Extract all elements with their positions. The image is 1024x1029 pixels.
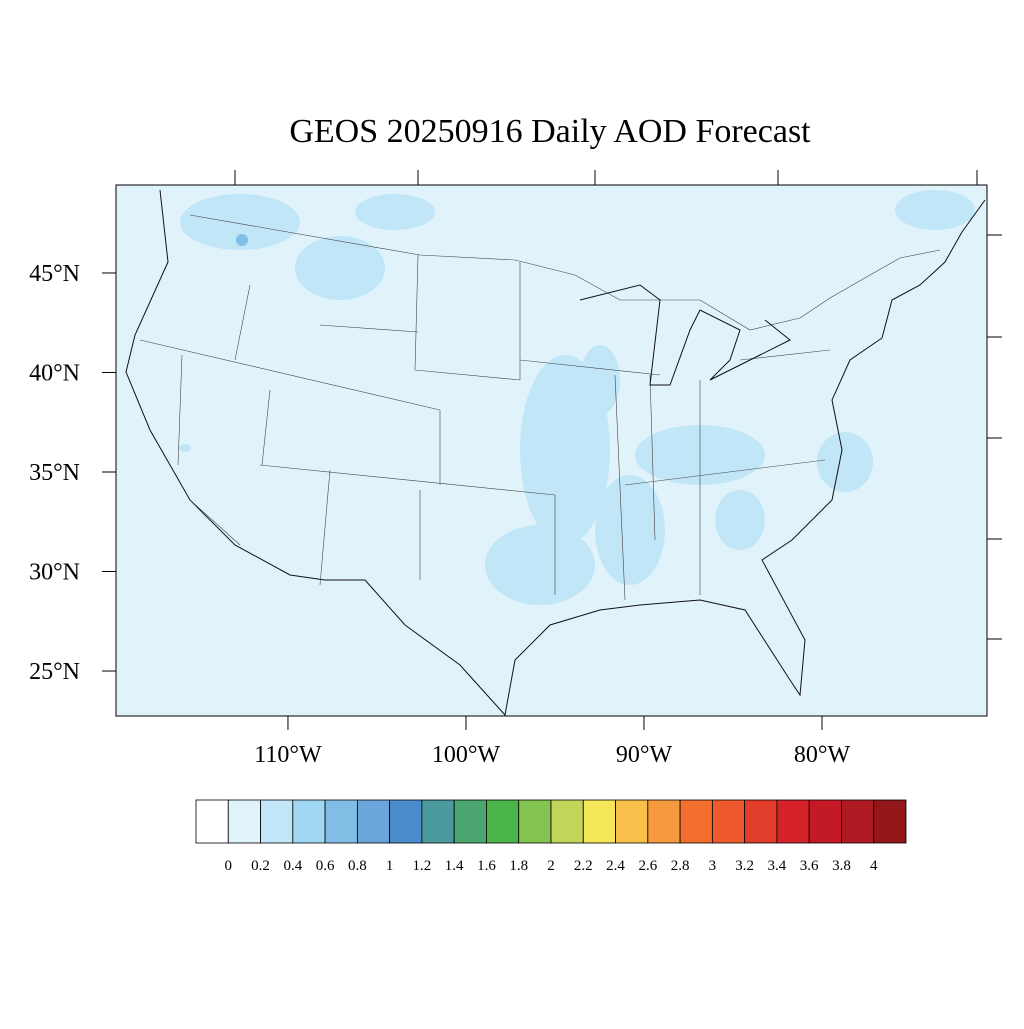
frame-ticks (234, 170, 1002, 640)
colorbar-label: 2.6 (638, 858, 657, 874)
colorbar-label: 2.4 (606, 858, 625, 874)
lat-tick-label: 40°N (29, 360, 80, 386)
colorbar-label: 3.6 (800, 858, 819, 874)
colorbar-box (195, 799, 229, 844)
colorbar-label: 0 (225, 858, 233, 874)
colorbar-label: 0.2 (251, 858, 270, 874)
colorbar-label: 3 (709, 858, 717, 874)
colorbar-label: 1.4 (445, 858, 464, 874)
border-canada (189, 214, 941, 331)
title: GEOS 20250916 Daily AOD Forecast (289, 113, 811, 150)
lat-tick-label: 45°N (29, 261, 80, 287)
lon-tick-label: 110°W (254, 742, 322, 768)
colorbar-box (841, 799, 875, 844)
colorbar-label: 0.8 (348, 858, 367, 874)
colorbar-box (292, 799, 326, 844)
colorbar-box (453, 799, 487, 844)
colorbar-box (227, 799, 261, 844)
colorbar-box (615, 799, 649, 844)
colorbar-label: 1.6 (477, 858, 496, 874)
colorbar-label: 1.2 (413, 858, 432, 874)
colorbar-label: 3.2 (735, 858, 754, 874)
colorbar-box (421, 799, 455, 844)
colorbar-box (808, 799, 842, 844)
colorbar-box (647, 799, 681, 844)
colorbar-box (324, 799, 358, 844)
colorbar: 0 0.2 0.4 0.6 0.8 1 1.2 1.4 1.6 1.8 2 2.2 2.4 2.6 2.8 3… (195, 799, 907, 874)
colorbar-box (260, 799, 294, 844)
colorbar-label: 0.4 (283, 858, 302, 874)
colorbar-box (356, 799, 391, 844)
colorbar-label: 2.2 (574, 858, 593, 874)
map (115, 170, 1002, 717)
colorbar-label: 0.6 (316, 858, 335, 874)
colorbar-box (518, 799, 552, 844)
lat-tick-label: 35°N (29, 460, 80, 486)
colorbar-label: 3.4 (768, 858, 787, 874)
colorbar-box (582, 799, 616, 844)
colorbar-box (744, 799, 778, 844)
aod-plumes (179, 190, 975, 605)
state-lines (139, 254, 831, 601)
coastline (125, 189, 986, 717)
colorbar-box (711, 799, 746, 844)
aod-hotspot (236, 234, 248, 246)
colorbar-box (873, 799, 907, 844)
colorbar-label: 1.8 (509, 858, 528, 874)
colorbar-box (679, 799, 713, 844)
colorbar-label: 2 (547, 858, 555, 874)
colorbar-label: 2.8 (671, 858, 690, 874)
lat-tick-label: 30°N (29, 560, 80, 586)
map-axes: 45°N 40°N 35°N 30°N 25°N 110°W 100°W 90°W 80°W (29, 261, 850, 768)
map-frame (115, 184, 988, 717)
lat-tick-label: 25°N (29, 659, 80, 685)
colorbar-label: 1 (386, 858, 394, 874)
colorbar-box (550, 799, 584, 844)
great-lakes (579, 284, 791, 386)
colorbar-box (776, 799, 810, 844)
lon-tick-label: 90°W (616, 742, 673, 768)
lon-tick-label: 100°W (432, 742, 501, 768)
colorbar-box (486, 799, 520, 844)
colorbar-label: 3.8 (832, 858, 851, 874)
lon-tick-label: 80°W (794, 742, 851, 768)
colorbar-label: 4 (870, 858, 878, 874)
colorbar-box (389, 799, 423, 844)
